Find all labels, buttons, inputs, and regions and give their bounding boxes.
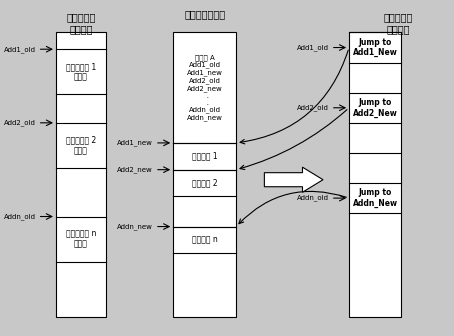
Text: Jump to
Add1_New: Jump to Add1_New: [353, 38, 398, 57]
Text: Jump to
Addn_New: Jump to Addn_New: [353, 188, 398, 208]
Bar: [349, 33, 401, 317]
Text: Add1_old: Add1_old: [297, 44, 329, 51]
Text: 在轨编程区结构: 在轨编程区结构: [184, 9, 226, 19]
Bar: [56, 33, 106, 317]
FancyArrowPatch shape: [239, 192, 346, 224]
Text: 地址表 A
Add1_old
Add1_new
Add2_old
Add2_new
   .
   .
Addn_old
Addn_new: 地址表 A Add1_old Add1_new Add2_old Add2_ne…: [187, 54, 222, 121]
Text: Add1_new: Add1_new: [117, 139, 153, 146]
Text: 替换模块 2: 替换模块 2: [192, 178, 217, 187]
Text: 在轨编程后: 在轨编程后: [279, 175, 302, 184]
Polygon shape: [264, 167, 323, 192]
Text: 被替换模块 2
原内容: 被替换模块 2 原内容: [66, 136, 96, 155]
Text: 替换模块 n: 替换模块 n: [192, 236, 217, 245]
Text: Jump to
Add2_New: Jump to Add2_New: [353, 98, 398, 118]
Text: Add2_old: Add2_old: [4, 120, 36, 126]
Text: Addn_new: Addn_new: [117, 223, 153, 230]
Bar: [173, 33, 236, 317]
Text: Addn_old: Addn_old: [4, 213, 36, 220]
Text: Add2_old: Add2_old: [297, 104, 329, 111]
Text: Add1_old: Add1_old: [4, 46, 36, 53]
Text: Addn_old: Addn_old: [297, 195, 329, 202]
Text: 在轨编程前
程序織构: 在轨编程前 程序織构: [66, 12, 96, 34]
Text: 替换模块 1: 替换模块 1: [192, 152, 217, 161]
Text: 在轨编程后
程序織构: 在轨编程后 程序織构: [384, 12, 413, 34]
Text: Add2_new: Add2_new: [118, 166, 153, 173]
FancyArrowPatch shape: [240, 110, 347, 170]
Text: 被替换模块 n
原内容: 被替换模块 n 原内容: [66, 229, 96, 249]
Text: 被替换模块 1
原内容: 被替换模块 1 原内容: [66, 62, 96, 82]
FancyArrowPatch shape: [240, 50, 348, 144]
